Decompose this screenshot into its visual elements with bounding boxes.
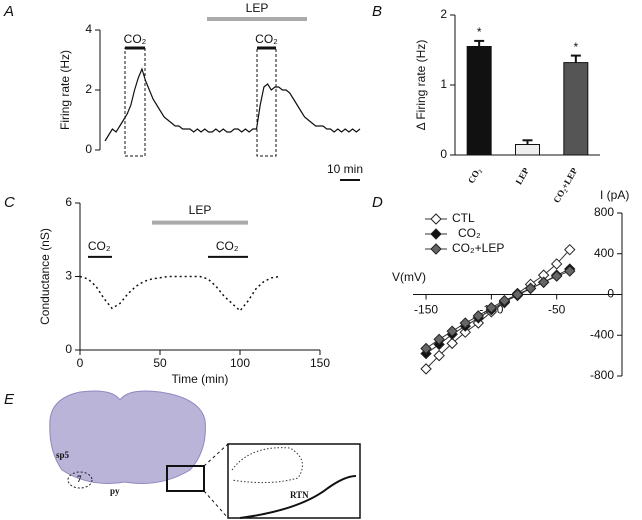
y-tick-label: 0 <box>440 147 447 161</box>
x-tick-label: 100 <box>230 356 250 370</box>
legend-label: CO₂ <box>458 226 481 240</box>
bar <box>515 144 540 156</box>
panel-label: A <box>3 3 14 20</box>
panel-label: C <box>4 194 15 211</box>
data-point <box>459 317 471 329</box>
y-tick-label: 2 <box>85 82 92 96</box>
y-tick-label: 4 <box>85 22 92 36</box>
y-axis-label: Firing rate (Hz) <box>58 50 72 130</box>
y-tick-label: -800 <box>590 368 614 382</box>
region-outline <box>231 447 303 484</box>
zoom-box <box>166 465 205 492</box>
legend-label: CTL <box>452 211 475 225</box>
region-label: sp5 <box>56 450 70 460</box>
conductance-line <box>79 275 281 312</box>
annotation: LEP <box>246 1 269 15</box>
data-point <box>524 282 537 295</box>
annotation: CO₂ <box>124 32 147 46</box>
slice-shape <box>49 390 206 484</box>
annotation: CO₂ <box>216 239 239 253</box>
x-tick-label: CO₂+LEP <box>551 166 579 205</box>
region-label: py <box>110 486 120 496</box>
x-tick-label: LEP <box>514 166 532 187</box>
y-tick-label: 0 <box>65 342 72 356</box>
panel-label: D <box>372 194 383 211</box>
y-axis-label: Conductance (nS) <box>38 228 52 325</box>
y-tick-label: 0 <box>607 287 614 301</box>
y-tick-label: 800 <box>594 205 614 219</box>
annotation: CO₂ <box>255 32 278 46</box>
data-point <box>433 333 445 346</box>
stim-window <box>124 47 146 157</box>
nucleus-outline <box>67 471 93 489</box>
y-axis-label: Δ Firing rate (Hz) <box>414 40 428 131</box>
data-point <box>564 243 576 256</box>
y-tick-label: 2 <box>440 7 447 21</box>
data-point <box>459 326 471 338</box>
data-point <box>550 270 563 282</box>
brain-slice <box>49 390 361 519</box>
panel-label: E <box>4 391 15 408</box>
x-tick-label: 0 <box>77 356 84 370</box>
stim-window <box>256 47 277 157</box>
data-point <box>472 310 485 322</box>
y-tick-label: 0 <box>85 142 92 156</box>
annotation: CO₂ <box>88 239 111 253</box>
data-point <box>537 276 550 288</box>
significance-mark: * <box>573 40 578 54</box>
surface-line <box>239 475 357 519</box>
x-tick-label: -150 <box>414 303 438 317</box>
data-point <box>550 258 563 270</box>
significance-mark: * <box>477 25 482 39</box>
bar <box>563 62 589 156</box>
x-tick-label: 50 <box>153 356 167 370</box>
y-tick-label: 1 <box>440 77 447 91</box>
region-label: 7 <box>77 474 82 484</box>
annotation: LEP <box>189 203 212 217</box>
panel-label: B <box>372 3 382 20</box>
data-point <box>485 302 498 314</box>
legend-label: CO₂+LEP <box>452 241 504 255</box>
legend-marker <box>430 213 442 225</box>
data-point <box>433 349 445 362</box>
scale-bar-label: 10 min <box>327 162 363 176</box>
zoom-line <box>203 443 229 467</box>
data-point <box>420 342 432 355</box>
y-tick-label: 3 <box>65 269 72 283</box>
legend-marker <box>430 228 442 240</box>
data-point <box>446 337 458 350</box>
y-axis-label: I (pA) <box>600 188 629 202</box>
x-tick-label: CO₂ <box>466 166 483 185</box>
zoom-line <box>203 490 229 519</box>
trace-line <box>104 67 361 142</box>
data-point <box>498 294 511 307</box>
y-tick-label: 6 <box>65 195 72 209</box>
data-point <box>446 325 458 337</box>
region-label: RTN <box>290 490 309 500</box>
data-point <box>564 265 576 277</box>
x-tick-label: 150 <box>310 356 330 370</box>
y-tick-label: 400 <box>594 246 614 260</box>
x-axis-label: V(mV) <box>392 270 426 284</box>
legend-marker <box>430 243 442 255</box>
data-point <box>511 288 524 301</box>
y-tick-label: -400 <box>590 327 614 341</box>
bar <box>466 46 492 156</box>
data-point <box>420 363 432 375</box>
x-tick-label: -50 <box>548 303 566 317</box>
x-axis-label: Time (min) <box>172 372 229 386</box>
